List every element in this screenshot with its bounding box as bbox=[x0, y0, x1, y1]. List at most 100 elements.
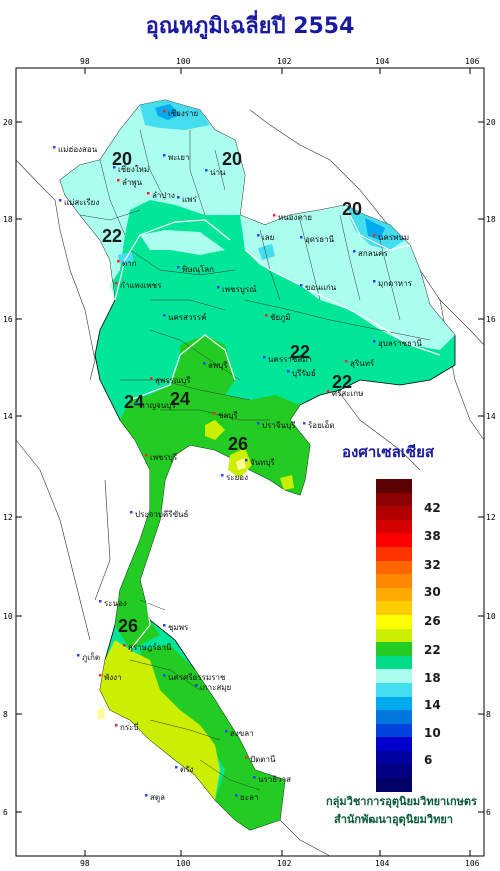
legend-value-label: 6 bbox=[424, 753, 433, 767]
station-marker bbox=[253, 776, 256, 779]
legend-swatch bbox=[376, 560, 412, 575]
station-marker bbox=[221, 474, 224, 477]
legend-swatch bbox=[376, 587, 412, 602]
station-marker bbox=[373, 280, 376, 283]
station-marker bbox=[225, 730, 228, 733]
province-label: ชัยภูมิ bbox=[270, 313, 291, 323]
isotherm-label: 22 bbox=[332, 372, 352, 392]
station-marker bbox=[53, 146, 56, 149]
station-marker bbox=[213, 412, 216, 415]
y-tick-label-right: 12 bbox=[486, 513, 496, 522]
province-label: เชียงใหม่ bbox=[118, 165, 149, 174]
y-tick-label-right: 14 bbox=[486, 412, 496, 421]
province-label: ขอนแก่น bbox=[305, 283, 337, 292]
x-tick-label-top: 104 bbox=[375, 57, 390, 66]
legend-swatch bbox=[376, 601, 412, 615]
y-tick-label-right: 20 bbox=[486, 118, 496, 127]
y-tick-label-left: 8 bbox=[3, 710, 8, 719]
thailand-temperature-fill bbox=[59, 99, 456, 831]
station-marker bbox=[135, 402, 138, 405]
station-marker bbox=[257, 422, 260, 425]
station-marker bbox=[130, 511, 133, 514]
map-title: อุณหภูมิเฉลี่ยปี 2554 bbox=[145, 14, 355, 39]
province-borders bbox=[79, 129, 431, 791]
province-label: ปราจีนบุรี bbox=[262, 421, 296, 430]
station-marker bbox=[113, 166, 116, 169]
province-label: ปัตตานี bbox=[250, 755, 276, 764]
province-label: สตูล bbox=[150, 793, 165, 803]
province-label: สุรินทร์ bbox=[350, 358, 375, 368]
province-label: ลพบุรี bbox=[208, 361, 228, 370]
x-tick-label-top: 102 bbox=[277, 57, 292, 66]
y-tick-label-left: 18 bbox=[3, 215, 13, 224]
y-tick-label-left: 14 bbox=[3, 412, 13, 421]
legend-swatch bbox=[376, 655, 412, 670]
isotherm-label: 20 bbox=[112, 149, 132, 169]
station-marker bbox=[265, 314, 268, 317]
station-marker bbox=[77, 654, 80, 657]
station-marker bbox=[59, 199, 62, 202]
legend-swatch bbox=[376, 764, 412, 779]
x-tick-label-bottom: 106 bbox=[465, 859, 480, 868]
station-marker bbox=[287, 370, 290, 373]
station-marker bbox=[163, 674, 166, 677]
station-marker bbox=[163, 154, 166, 157]
province-label: กระบี่ bbox=[120, 721, 139, 732]
x-tick-label-top: 98 bbox=[80, 57, 90, 66]
isotherm-label: 22 bbox=[102, 226, 122, 246]
legend-value-label: 26 bbox=[424, 614, 441, 628]
credit-line-2: สำนักพัฒนาอุตุนิยมวิทยา bbox=[334, 813, 453, 826]
province-label: กำแพงเพชร bbox=[120, 281, 162, 290]
legend-value-label: 42 bbox=[424, 501, 441, 515]
province-label: นครราชสีมา bbox=[268, 355, 312, 364]
station-marker bbox=[99, 600, 102, 603]
station-marker bbox=[177, 196, 180, 199]
province-label: เชียงราย bbox=[168, 109, 198, 118]
legend-unit-label: องศาเซลเซียส bbox=[342, 443, 435, 461]
legend-swatch bbox=[376, 750, 412, 765]
legend-value-label: 32 bbox=[424, 558, 441, 572]
legend-swatch bbox=[376, 506, 412, 520]
y-tick-label-left: 20 bbox=[3, 118, 13, 127]
legend-swatch bbox=[376, 628, 412, 643]
y-tick-label-left: 10 bbox=[3, 612, 13, 621]
province-label: ชุมพร bbox=[168, 623, 189, 632]
color-legend bbox=[376, 479, 412, 792]
province-label: ลำปาง bbox=[152, 191, 175, 200]
station-marker bbox=[273, 214, 276, 217]
station-marker bbox=[163, 624, 166, 627]
y-tick-label-left: 16 bbox=[3, 315, 13, 324]
province-label: ลำพูน bbox=[122, 178, 143, 188]
legend-swatch bbox=[376, 737, 412, 751]
station-marker bbox=[300, 236, 303, 239]
x-tick-label-bottom: 104 bbox=[375, 859, 390, 868]
station-marker bbox=[163, 314, 166, 317]
station-marker bbox=[245, 756, 248, 759]
province-label: ตาก bbox=[122, 259, 137, 268]
station-marker bbox=[303, 422, 306, 425]
y-tick-label-right: 8 bbox=[486, 710, 491, 719]
station-marker bbox=[145, 454, 148, 457]
station-marker bbox=[115, 724, 118, 727]
station-marker bbox=[373, 234, 376, 237]
x-tick-label-bottom: 102 bbox=[277, 859, 292, 868]
station-markers bbox=[53, 110, 376, 797]
legend-swatch bbox=[376, 479, 412, 493]
y-tick-label-right: 10 bbox=[486, 612, 496, 621]
station-marker bbox=[123, 644, 126, 647]
legend-swatch bbox=[376, 682, 412, 697]
legend-swatch bbox=[376, 723, 412, 738]
isotherm-labels: 20 20 20 22 22 22 24 24 26 26 bbox=[102, 149, 362, 636]
isotherm-label: 22 bbox=[290, 342, 310, 362]
legend-value-label: 38 bbox=[424, 529, 441, 543]
isotherm-label: 26 bbox=[228, 434, 248, 454]
station-marker bbox=[147, 192, 150, 195]
legend-swatch bbox=[376, 546, 412, 561]
station-marker bbox=[327, 390, 330, 393]
legend-swatch bbox=[376, 778, 412, 792]
province-label: พะเยา bbox=[168, 153, 189, 162]
legend-swatch bbox=[376, 574, 412, 588]
province-label: นครพนม bbox=[378, 233, 409, 242]
credit-line-1: กลุ่มวิชาการอุตุนิยมวิทยาเกษตร bbox=[326, 795, 477, 808]
